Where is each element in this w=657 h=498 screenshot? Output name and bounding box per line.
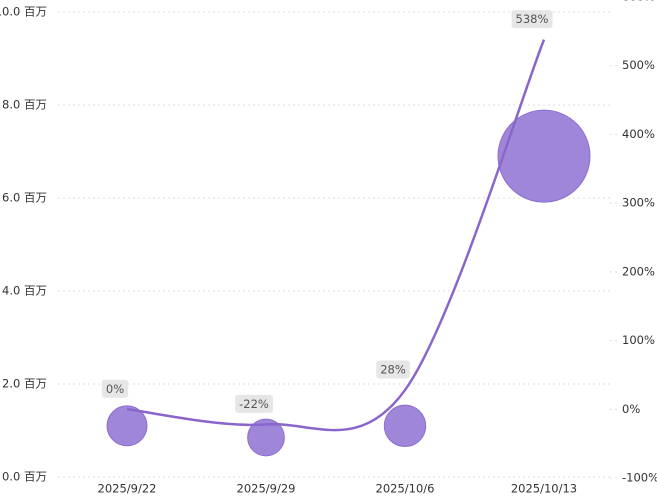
y-tick-label: 6.0 百万 xyxy=(2,191,47,205)
y-tick-label: 2.0 百万 xyxy=(2,377,47,391)
bubble xyxy=(383,404,427,448)
x-tick-label: 2025/9/22 xyxy=(98,482,157,496)
data-label: 0% xyxy=(101,379,129,398)
bubble xyxy=(247,418,285,457)
data-label: -22% xyxy=(235,394,273,413)
y2-tick-label: 0% xyxy=(622,402,640,416)
data-label-text: -22% xyxy=(239,397,269,411)
bubble xyxy=(497,109,591,203)
data-label-box xyxy=(101,379,129,398)
y2-tick-label: 600% xyxy=(622,0,655,4)
data-label: 538% xyxy=(511,10,553,29)
x-tick-label: 2025/9/29 xyxy=(237,482,296,496)
y2-tick-label: 500% xyxy=(622,58,655,72)
y2-tick-label: 400% xyxy=(622,127,655,141)
y2-tick-label: 100% xyxy=(622,333,655,347)
y-tick-label: 4.0 百万 xyxy=(2,284,47,298)
y-tick-label: 10.0 百万 xyxy=(0,5,47,19)
bubble xyxy=(106,405,148,447)
data-label-box xyxy=(511,10,553,29)
y-tick-label: 8.0 百万 xyxy=(2,98,47,112)
data-label-text: 0% xyxy=(106,382,124,396)
line xyxy=(126,39,546,432)
data-label-text: 538% xyxy=(516,12,549,26)
x-tick-label: 2025/10/6 xyxy=(376,482,435,496)
data-label-text: 28% xyxy=(380,363,406,377)
y2-tick-label: -100% xyxy=(622,471,657,485)
y-tick-label: 0.0 百万 xyxy=(2,470,47,484)
y2-tick-label: 300% xyxy=(622,196,655,210)
data-label-box xyxy=(376,360,410,379)
y2-tick-label: 200% xyxy=(622,264,655,278)
x-tick-label: 2025/10/13 xyxy=(511,482,577,496)
data-label-box xyxy=(235,394,273,413)
data-label: 28% xyxy=(376,360,410,379)
